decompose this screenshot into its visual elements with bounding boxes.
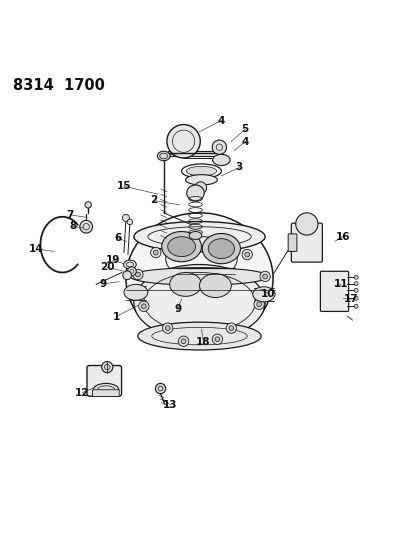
- Ellipse shape: [189, 231, 202, 239]
- Circle shape: [245, 252, 250, 257]
- Circle shape: [150, 247, 161, 258]
- Ellipse shape: [186, 175, 217, 185]
- Ellipse shape: [134, 222, 265, 252]
- Circle shape: [195, 182, 207, 193]
- Circle shape: [354, 304, 358, 308]
- Text: 4: 4: [218, 116, 225, 126]
- Circle shape: [254, 299, 264, 310]
- Circle shape: [242, 249, 253, 260]
- Circle shape: [123, 271, 132, 280]
- Text: 18: 18: [196, 337, 211, 347]
- Text: 19: 19: [106, 255, 120, 265]
- FancyBboxPatch shape: [320, 271, 349, 311]
- Ellipse shape: [253, 287, 275, 302]
- Circle shape: [229, 326, 234, 330]
- Text: 17: 17: [344, 294, 359, 304]
- Text: 6: 6: [115, 233, 122, 243]
- FancyBboxPatch shape: [93, 390, 119, 397]
- Circle shape: [215, 337, 220, 342]
- Ellipse shape: [168, 237, 196, 256]
- Ellipse shape: [162, 231, 201, 262]
- Circle shape: [354, 281, 358, 286]
- Text: 5: 5: [242, 124, 249, 134]
- Polygon shape: [168, 151, 219, 156]
- Circle shape: [165, 326, 170, 330]
- Circle shape: [354, 275, 358, 279]
- Circle shape: [226, 323, 237, 333]
- Circle shape: [153, 250, 158, 255]
- Text: 9: 9: [99, 279, 107, 289]
- Text: 1: 1: [113, 312, 120, 321]
- Text: 12: 12: [75, 387, 89, 398]
- Text: 16: 16: [336, 232, 350, 241]
- Text: 10: 10: [261, 288, 276, 298]
- Ellipse shape: [157, 151, 170, 161]
- Ellipse shape: [208, 239, 235, 259]
- Text: 8314  1700: 8314 1700: [13, 78, 105, 93]
- Ellipse shape: [170, 272, 201, 296]
- Circle shape: [80, 220, 93, 233]
- Text: 4: 4: [241, 136, 249, 147]
- Circle shape: [354, 288, 358, 292]
- Text: 8: 8: [69, 221, 77, 231]
- Circle shape: [139, 301, 149, 311]
- Ellipse shape: [202, 233, 241, 264]
- Circle shape: [212, 140, 227, 155]
- Circle shape: [257, 302, 261, 306]
- Text: 14: 14: [29, 244, 44, 254]
- Circle shape: [128, 267, 136, 276]
- Text: 13: 13: [163, 400, 178, 410]
- Text: 7: 7: [67, 210, 74, 220]
- FancyBboxPatch shape: [291, 223, 322, 262]
- Ellipse shape: [134, 264, 265, 340]
- Circle shape: [260, 271, 270, 281]
- Circle shape: [167, 125, 200, 158]
- FancyBboxPatch shape: [288, 234, 297, 252]
- Circle shape: [263, 274, 267, 279]
- Circle shape: [212, 334, 223, 344]
- Circle shape: [162, 323, 173, 333]
- Ellipse shape: [138, 322, 261, 350]
- Circle shape: [102, 361, 113, 373]
- Ellipse shape: [93, 383, 119, 396]
- Ellipse shape: [124, 260, 136, 269]
- Circle shape: [127, 219, 133, 225]
- Circle shape: [136, 272, 140, 277]
- Circle shape: [181, 339, 186, 344]
- Ellipse shape: [186, 166, 217, 176]
- Ellipse shape: [130, 268, 269, 285]
- Circle shape: [142, 304, 146, 309]
- Text: 20: 20: [100, 262, 115, 272]
- Circle shape: [85, 201, 91, 208]
- Ellipse shape: [124, 285, 148, 300]
- Text: 15: 15: [117, 181, 131, 191]
- Circle shape: [155, 383, 166, 394]
- Text: 9: 9: [174, 304, 181, 314]
- Text: 3: 3: [236, 163, 243, 173]
- Circle shape: [178, 336, 189, 346]
- Circle shape: [296, 213, 318, 235]
- Circle shape: [354, 296, 358, 300]
- Ellipse shape: [213, 155, 230, 166]
- Ellipse shape: [200, 273, 231, 297]
- Text: 2: 2: [150, 196, 157, 206]
- Circle shape: [122, 214, 130, 222]
- Ellipse shape: [187, 185, 204, 201]
- FancyBboxPatch shape: [87, 366, 122, 396]
- Text: 11: 11: [334, 279, 348, 289]
- Circle shape: [133, 269, 143, 280]
- Ellipse shape: [126, 213, 273, 344]
